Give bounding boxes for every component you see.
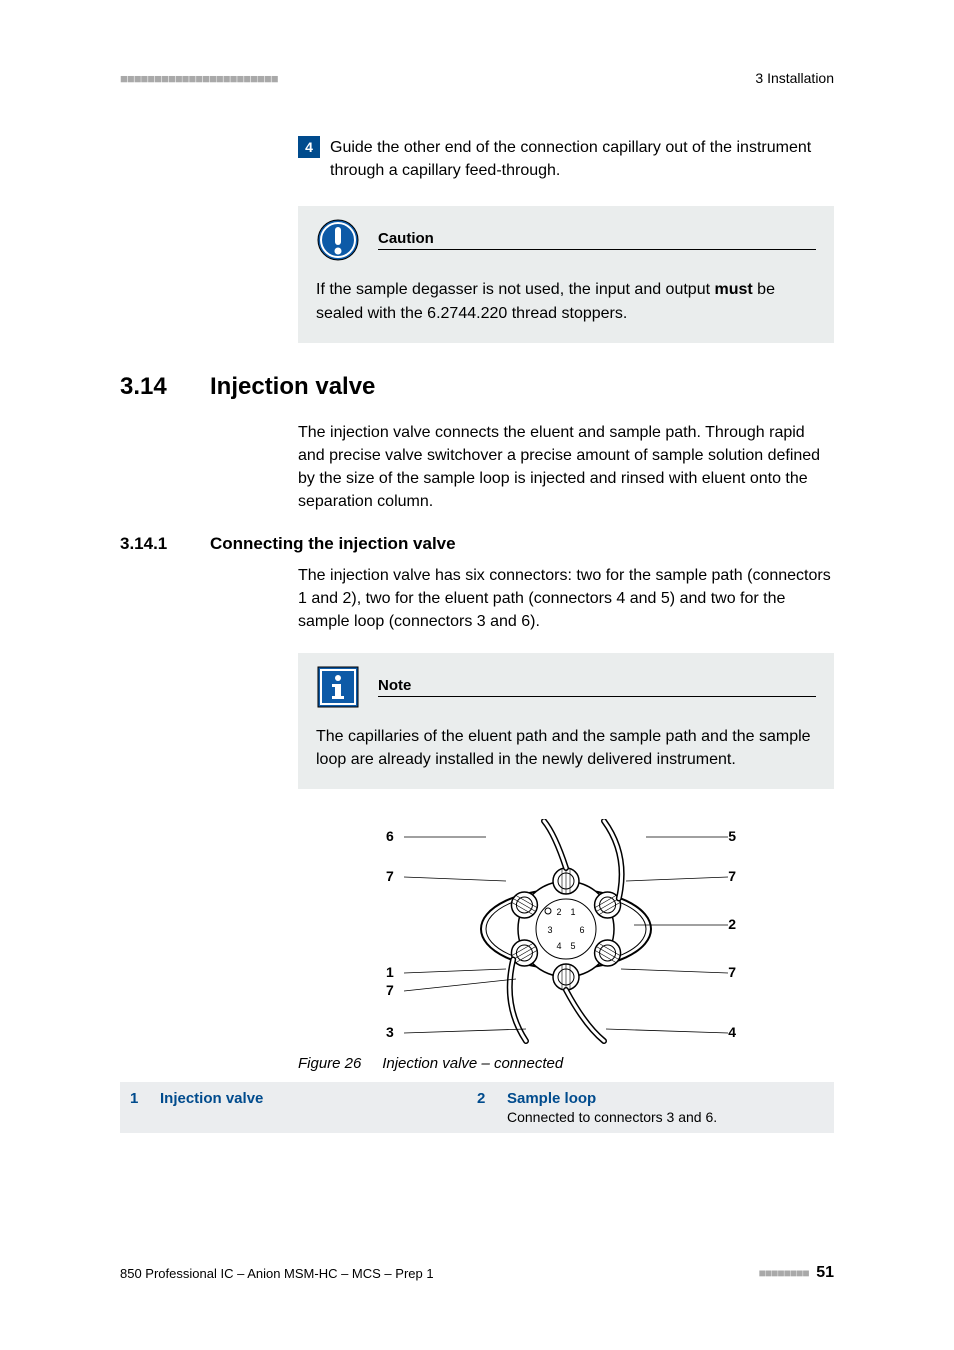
legend-title: Injection valve xyxy=(160,1090,263,1107)
injection-valve-diagram: 1234566717357274 xyxy=(376,819,756,1049)
svg-text:3: 3 xyxy=(386,1024,394,1040)
svg-text:2: 2 xyxy=(728,916,736,932)
page-footer: 850 Professional IC – Anion MSM-HC – MCS… xyxy=(120,1264,834,1282)
caution-title: Caution xyxy=(378,230,816,250)
svg-text:4: 4 xyxy=(728,1024,736,1040)
note-box: Note The capillaries of the eluent path … xyxy=(298,653,834,789)
figure-26: 1234566717357274 Figure 26 Injection val… xyxy=(298,819,834,1072)
legend-desc: Connected to connectors 3 and 6. xyxy=(507,1109,717,1125)
svg-text:5: 5 xyxy=(728,828,736,844)
legend-item: 1 Injection valve xyxy=(130,1090,477,1125)
caution-body-before: If the sample degasser is not used, the … xyxy=(316,281,714,298)
legend-num: 2 xyxy=(477,1090,507,1125)
subsection-paragraph: The injection valve has six connectors: … xyxy=(298,564,834,634)
info-icon xyxy=(316,665,360,709)
subsection-title: Connecting the injection valve xyxy=(210,534,456,554)
header-chapter: 3 Installation xyxy=(755,70,834,86)
svg-text:7: 7 xyxy=(728,964,736,980)
svg-text:1: 1 xyxy=(386,964,394,980)
header-ticks: ■■■■■■■■■■■■■■■■■■■■■■■ xyxy=(120,71,278,86)
step-text: Guide the other end of the connection ca… xyxy=(330,136,834,182)
step-number: 4 xyxy=(298,136,320,158)
svg-text:7: 7 xyxy=(728,868,736,884)
caution-body: If the sample degasser is not used, the … xyxy=(316,278,816,324)
section-heading: 3.14 Injection valve xyxy=(120,373,834,401)
page-header: ■■■■■■■■■■■■■■■■■■■■■■■ 3 Installation xyxy=(120,70,834,86)
footer-doc: 850 Professional IC – Anion MSM-HC – MCS… xyxy=(120,1266,434,1281)
caution-box: Caution If the sample degasser is not us… xyxy=(298,206,834,342)
svg-text:7: 7 xyxy=(386,868,394,884)
step-block: 4 Guide the other end of the connection … xyxy=(298,136,834,182)
footer-page-number: 51 xyxy=(816,1264,834,1281)
svg-text:3: 3 xyxy=(547,925,552,935)
caution-body-bold: must xyxy=(714,281,752,298)
svg-text:6: 6 xyxy=(579,925,584,935)
svg-text:2: 2 xyxy=(556,907,561,917)
legend-num: 1 xyxy=(130,1090,160,1125)
legend-item: 2 Sample loop Connected to connectors 3 … xyxy=(477,1090,824,1125)
section-number: 3.14 xyxy=(120,373,210,401)
svg-text:6: 6 xyxy=(386,828,394,844)
section-paragraph: The injection valve connects the eluent … xyxy=(298,421,834,514)
figure-caption-text: Injection valve – connected xyxy=(382,1055,563,1072)
subsection-number: 3.14.1 xyxy=(120,534,210,554)
note-body: The capillaries of the eluent path and t… xyxy=(316,725,816,771)
figure-caption-label: Figure 26 xyxy=(298,1055,361,1072)
svg-text:5: 5 xyxy=(570,941,575,951)
subsection-heading: 3.14.1 Connecting the injection valve xyxy=(120,534,834,554)
svg-text:1: 1 xyxy=(570,907,575,917)
footer-ticks: ■■■■■■■■ xyxy=(759,1266,809,1280)
section-title: Injection valve xyxy=(210,373,375,401)
figure-caption: Figure 26 Injection valve – connected xyxy=(298,1055,834,1072)
legend-title: Sample loop xyxy=(507,1090,717,1107)
note-title: Note xyxy=(378,677,816,697)
svg-text:7: 7 xyxy=(386,982,394,998)
figure-legend: 1 Injection valve 2 Sample loop Connecte… xyxy=(120,1082,834,1133)
caution-icon xyxy=(316,218,360,262)
svg-text:4: 4 xyxy=(556,941,561,951)
